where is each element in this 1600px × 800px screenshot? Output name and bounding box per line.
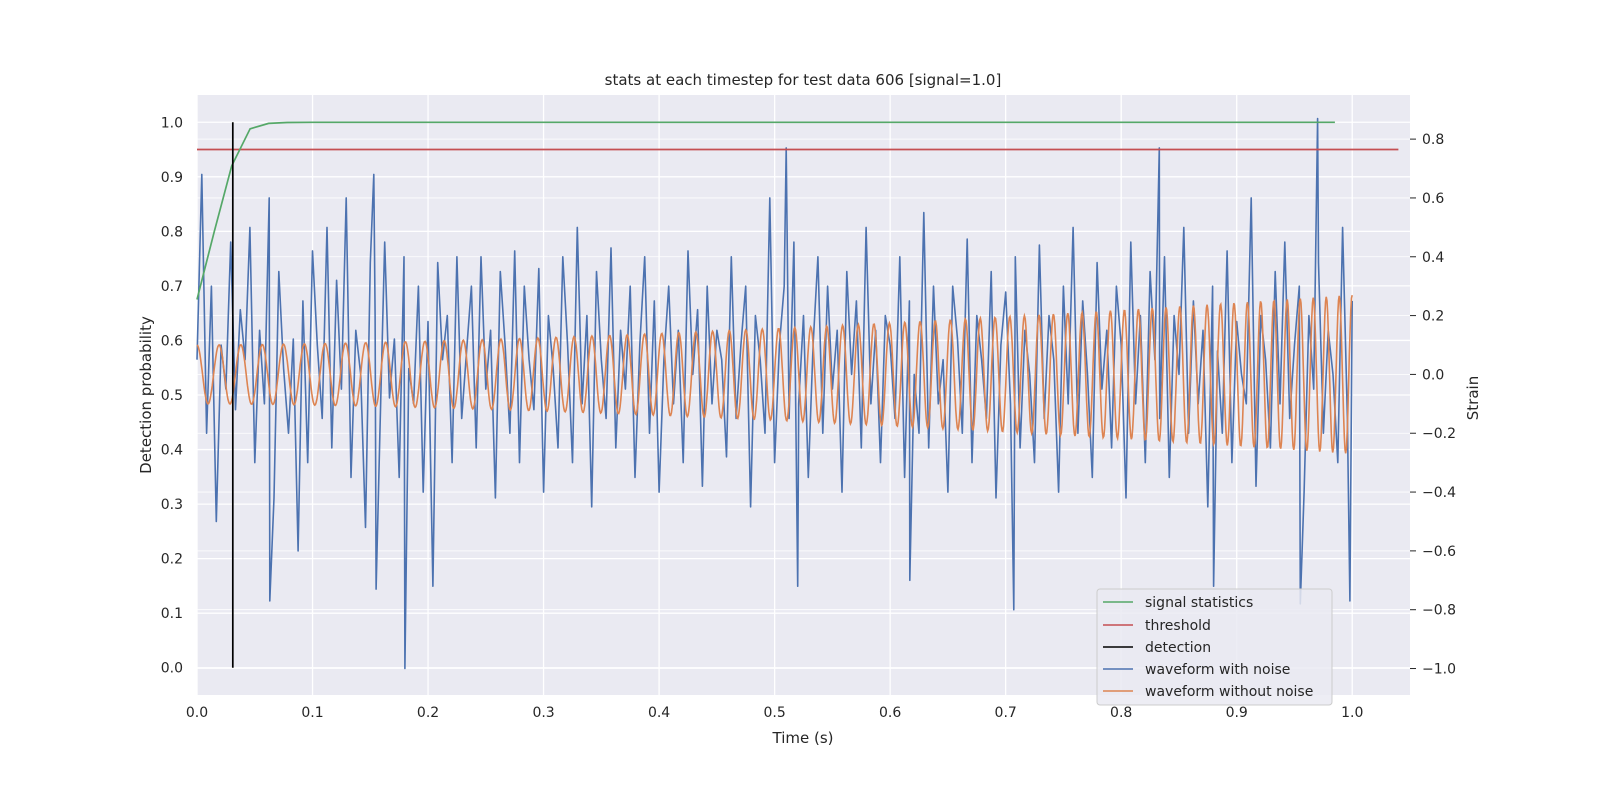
y-tick-label: 0.3 (161, 497, 183, 513)
y-tick-label: 0.6 (161, 333, 183, 349)
legend-label-waveform-with-noise: waveform with noise (1145, 662, 1290, 678)
x-tick-label: 0.8 (1110, 705, 1132, 721)
legend-label-signal-statistics: signal statistics (1145, 595, 1253, 611)
y2-tick-label: 0.0 (1422, 367, 1444, 383)
y2-tick-label: 0.2 (1422, 309, 1444, 325)
y2-tick-label: 0.4 (1422, 250, 1444, 266)
y-tick-label: 0.7 (161, 279, 183, 295)
y-tick-label: 0.0 (161, 661, 183, 677)
x-tick-label: 0.0 (186, 705, 208, 721)
y2-tick-label: 0.6 (1422, 191, 1444, 207)
y2-ticks: −1.0 −0.8 −0.6 −0.4 −0.2 0.0 0.2 0.4 0.6 0.8 (1410, 132, 1456, 678)
x-ticks: 0.0 0.1 0.2 0.3 0.4 0.5 0.6 0.7 0.8 0.9 1.0 (186, 705, 1364, 721)
y2-tick-label: −0.4 (1422, 485, 1456, 501)
series-waveform-without-noise (196, 295, 1353, 454)
y2-tick-label: −0.6 (1422, 544, 1456, 560)
x-axis-label: Time (s) (772, 729, 834, 747)
y-tick-label: 0.2 (161, 552, 183, 568)
x-tick-label: 0.2 (417, 705, 439, 721)
x-tick-label: 0.4 (648, 705, 670, 721)
series-signal-statistics (196, 121, 1335, 300)
legend-box (1096, 588, 1333, 706)
y-tick-label: 0.4 (161, 443, 183, 459)
y2-axis-label: Strain (1464, 376, 1482, 420)
x-tick-label: 0.1 (301, 705, 323, 721)
y-ticks: 0.0 0.1 0.2 0.3 0.4 0.5 0.6 0.7 0.8 0.9 1.0 (161, 115, 183, 676)
y-axis-label: Detection probability (137, 316, 155, 474)
y-tick-label: 1.0 (161, 115, 183, 131)
y-tick-label: 0.1 (161, 606, 183, 622)
x-tick-label: 0.7 (995, 705, 1017, 721)
y-tick-label: 0.5 (161, 388, 183, 404)
legend-label-detection: detection (1145, 640, 1211, 656)
legend-label-waveform-without-noise: waveform without noise (1145, 684, 1313, 700)
legend-label-threshold: threshold (1145, 618, 1211, 634)
x-tick-label: 0.9 (1226, 705, 1248, 721)
series-layer (196, 117, 1399, 670)
x-tick-label: 0.3 (532, 705, 554, 721)
y2-tick-label: −0.8 (1422, 603, 1456, 619)
x-tick-label: 0.5 (763, 705, 785, 721)
chart-title: stats at each timestep for test data 606… (605, 71, 1002, 89)
x-tick-label: 0.6 (879, 705, 901, 721)
y2-tick-label: −0.2 (1422, 426, 1456, 442)
y-tick-label: 0.8 (161, 224, 183, 240)
legend: signal statistics threshold detection wa… (1096, 588, 1333, 706)
series-waveform-with-noise (196, 117, 1353, 670)
x-tick-label: 1.0 (1341, 705, 1363, 721)
y2-tick-label: 0.8 (1422, 132, 1444, 148)
y2-tick-label: −1.0 (1422, 662, 1456, 678)
y-tick-label: 0.9 (161, 170, 183, 186)
